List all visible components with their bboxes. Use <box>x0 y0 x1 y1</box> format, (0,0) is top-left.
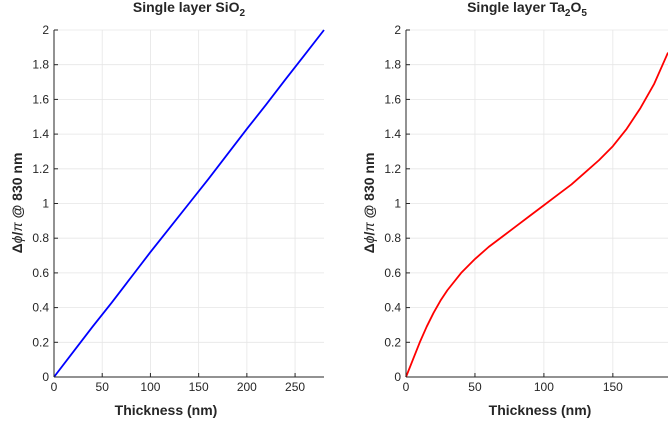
y-tick-label: 1.6 <box>384 92 401 106</box>
tick-labels: 0 50 100 150 0 0.2 0.4 0.6 0.8 1 1.2 1.4 1.6 1.8 2 <box>384 23 623 394</box>
grid-lines <box>53 29 324 378</box>
axes <box>53 29 324 378</box>
x-tick-label: 200 <box>237 380 257 394</box>
chart-title: Single layer Ta2O5 <box>467 0 587 19</box>
axes <box>405 29 668 378</box>
y-tick-label: 0 <box>42 370 49 384</box>
x-tick-label: 250 <box>285 380 305 394</box>
chart-sio2: 0 50 100 150 200 250 0 0.2 0.4 0.6 0.8 1 1.2 1.4 1.6 1.… <box>9 0 325 418</box>
series-line <box>53 29 325 378</box>
y-tick-label: 1.8 <box>32 58 49 72</box>
y-tick-label: 0.2 <box>384 335 401 349</box>
y-tick-label: 0 <box>394 370 401 384</box>
y-tick-label: 0.6 <box>384 266 401 280</box>
x-tick-label: 150 <box>603 380 623 394</box>
y-tick-label: 0.4 <box>384 301 401 315</box>
y-tick-label: 0.6 <box>32 266 49 280</box>
x-axis-label: Thickness (nm) <box>489 402 592 418</box>
y-tick-label: 1.8 <box>384 58 401 72</box>
y-tick-label: 2 <box>394 23 401 37</box>
tick-labels: 0 50 100 150 200 250 0 0.2 0.4 0.6 0.8 1 1.2 1.4 1.6 1.… <box>32 23 305 394</box>
y-axis-label: Δϕ/π @ 830 nm <box>361 153 377 254</box>
y-tick-label: 1.4 <box>32 127 49 141</box>
y-tick-label: 2 <box>42 23 49 37</box>
chart-title: Single layer SiO2 <box>133 0 246 19</box>
y-tick-label: 1 <box>42 197 49 211</box>
y-tick-label: 0.2 <box>32 335 49 349</box>
y-tick-label: 0.8 <box>384 231 401 245</box>
x-tick-label: 100 <box>140 380 160 394</box>
chart-ta2o5: 0 50 100 150 0 0.2 0.4 0.6 0.8 1 1.2 1.4 1.6 1.8 2 Sin… <box>361 0 668 418</box>
y-tick-label: 1.6 <box>32 92 49 106</box>
x-tick-label: 0 <box>403 380 410 394</box>
x-tick-label: 0 <box>51 380 58 394</box>
y-tick-label: 1.2 <box>384 162 401 176</box>
plot-lines <box>53 29 325 378</box>
y-tick-label: 1.4 <box>384 127 401 141</box>
x-tick-label: 150 <box>189 380 209 394</box>
x-tick-label: 50 <box>96 380 110 394</box>
grid-lines <box>405 29 668 378</box>
x-tick-label: 50 <box>468 380 482 394</box>
y-tick-label: 0.4 <box>32 301 49 315</box>
x-tick-label: 100 <box>534 380 554 394</box>
x-axis-label: Thickness (nm) <box>115 402 218 418</box>
series-line <box>405 52 668 378</box>
y-tick-label: 1 <box>394 197 401 211</box>
y-tick-label: 1.2 <box>32 162 49 176</box>
plot-lines <box>405 52 668 378</box>
y-axis-label: Δϕ/π @ 830 nm <box>9 153 25 254</box>
y-tick-label: 0.8 <box>32 231 49 245</box>
